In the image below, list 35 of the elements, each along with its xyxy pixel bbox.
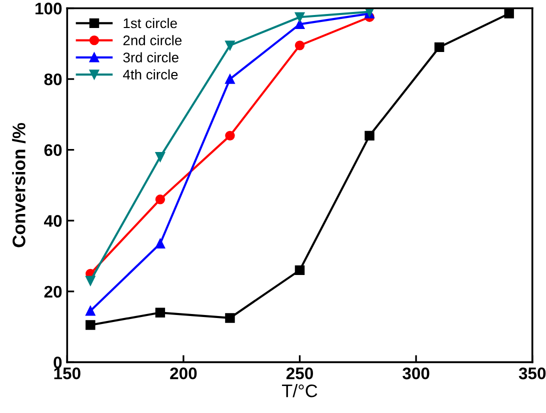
point: [155, 152, 166, 162]
point: [155, 194, 166, 204]
point: [294, 12, 305, 22]
y-tick-label: 0: [54, 356, 62, 368]
x-tick-label: 300: [402, 368, 430, 380]
x-tick-label: 350: [518, 368, 546, 380]
point: [86, 320, 96, 330]
point: [155, 308, 166, 318]
point: [225, 313, 235, 323]
legend-label: 4th circle: [123, 69, 178, 80]
y-axis-title: Conversion /%: [12, 123, 26, 248]
point: [434, 42, 444, 52]
x-tick-label: 250: [286, 368, 313, 380]
point: [294, 19, 305, 30]
legend-label: 3rd circle: [123, 52, 178, 62]
point: [86, 306, 96, 316]
point: [225, 130, 235, 141]
y-tick-label: 80: [44, 73, 62, 86]
x-tick-label: 200: [170, 368, 197, 380]
y-tick-label: 40: [44, 215, 62, 227]
point: [86, 276, 96, 286]
y-tick-label: 60: [44, 144, 62, 156]
legend-label: 2nd circle: [123, 35, 182, 46]
point: [294, 40, 305, 50]
y-tick-label: 100: [36, 2, 62, 14]
point: [155, 238, 166, 248]
x-tick-label: 150: [54, 368, 80, 380]
legend-label: 1st circle: [124, 18, 177, 28]
point: [294, 265, 305, 276]
point: [225, 40, 235, 50]
point: [225, 74, 235, 84]
x-axis-title: T/°C: [282, 384, 318, 398]
point: [504, 8, 514, 18]
point: [364, 130, 374, 141]
y-tick-label: 20: [44, 286, 62, 298]
